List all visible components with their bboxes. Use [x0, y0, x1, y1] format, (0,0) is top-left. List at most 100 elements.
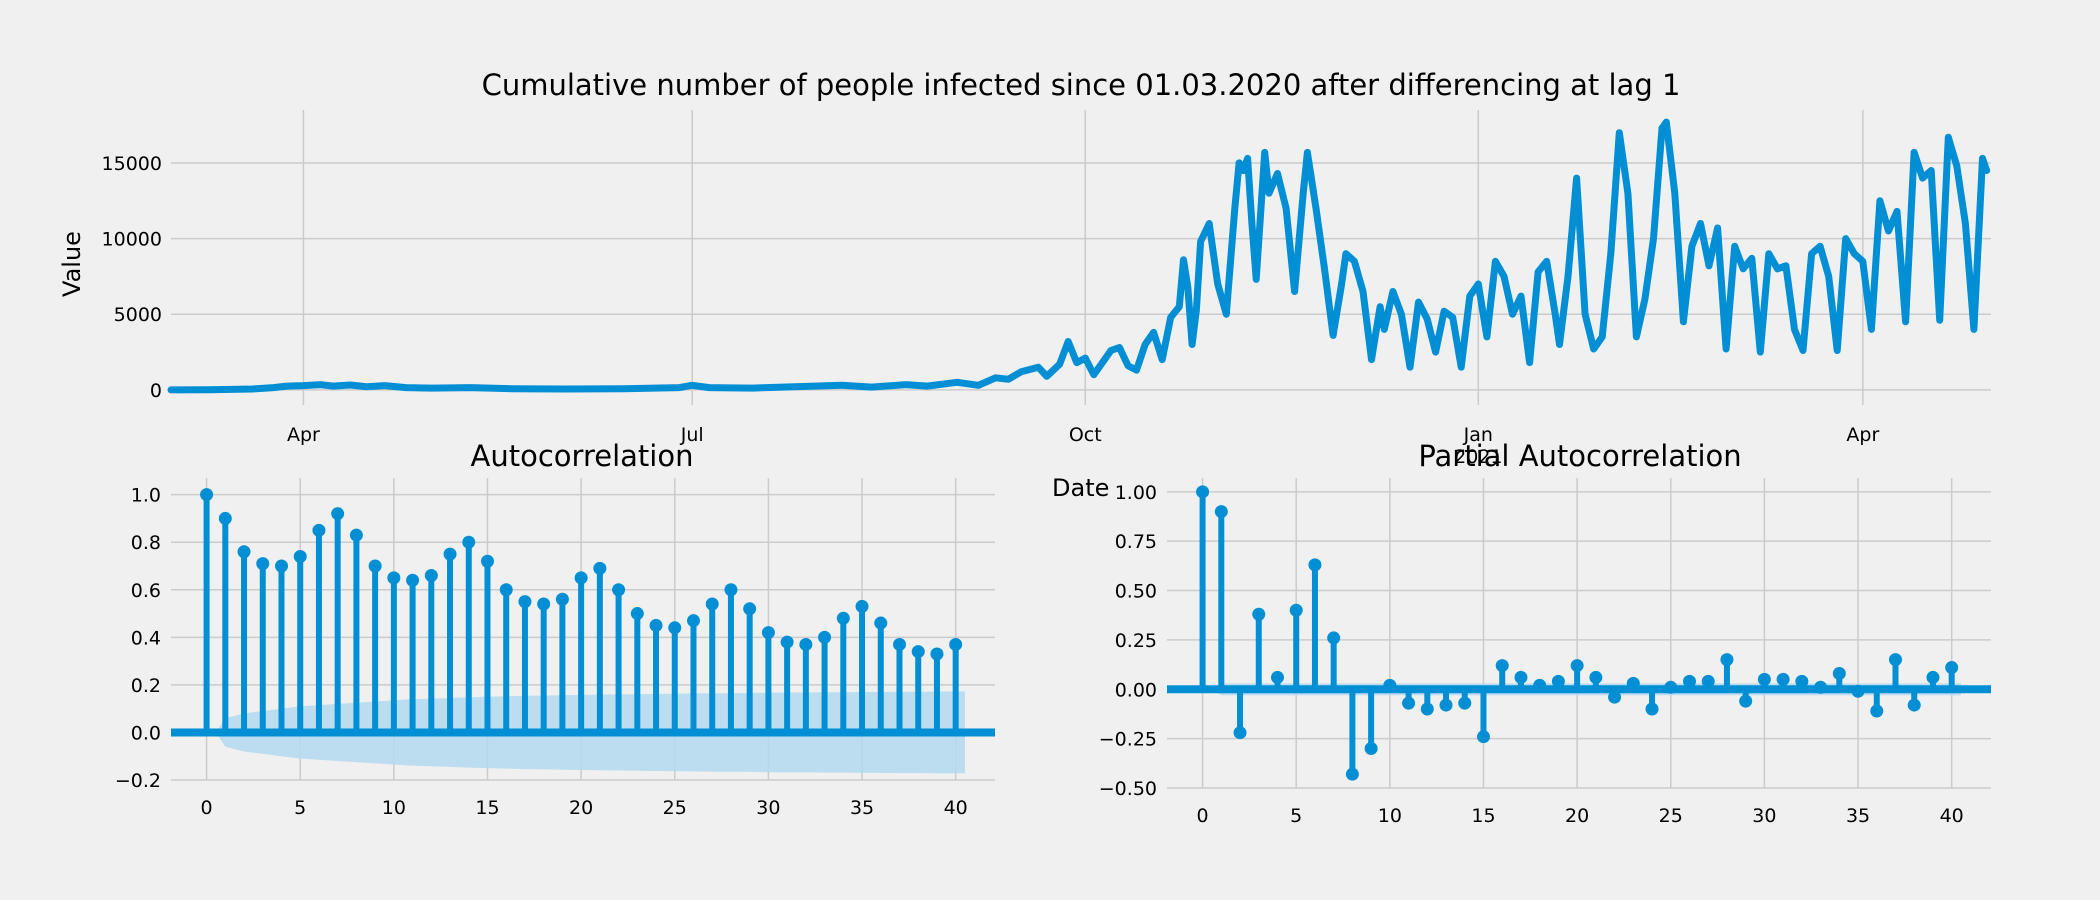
pacf-marker	[1570, 659, 1584, 673]
timeseries-title: Cumulative number of people infected sin…	[482, 68, 1681, 102]
pacf-marker	[1795, 674, 1809, 688]
acf-marker	[237, 545, 251, 559]
acf-marker	[761, 626, 775, 640]
pacf-marker	[1814, 680, 1828, 694]
acf-y-tick-label: 0.0	[131, 722, 161, 744]
pacf-marker	[1551, 674, 1565, 688]
pacf-y-tick-label: −0.25	[1099, 729, 1157, 751]
pacf-marker	[1345, 767, 1359, 781]
timeseries-x-axis-label: Date	[1052, 474, 1109, 502]
acf-marker	[612, 583, 626, 597]
acf-y-tick-label: 0.6	[131, 580, 161, 602]
pacf-marker	[1327, 631, 1341, 645]
acf-marker	[574, 571, 588, 585]
acf-marker	[555, 592, 569, 606]
acf-marker	[200, 488, 214, 502]
acf-marker	[649, 618, 663, 632]
pacf-x-tick-label: 15	[1471, 805, 1495, 827]
acf-marker	[799, 637, 813, 651]
pacf-x-tick-label: 25	[1659, 805, 1683, 827]
timeseries-y-tick-label: 15000	[102, 153, 162, 175]
pacf-x-tick-label: 40	[1940, 805, 1964, 827]
acf-x-tick-label: 25	[663, 797, 687, 819]
acf-marker	[724, 583, 738, 597]
pacf-x-tick-label: 30	[1752, 805, 1776, 827]
pacf-marker	[1439, 698, 1453, 712]
acf-marker	[780, 635, 794, 649]
acf-title: Autocorrelation	[471, 439, 694, 473]
acf-y-tick-label: 1.0	[131, 485, 161, 507]
acf-ticks: 0 5 10 15 20 25 30 35 40 −0.2 0.0 0.2 0.4 0.6 0.8 1.0	[115, 485, 968, 819]
pacf-y-tick-label: 0.50	[1115, 581, 1157, 603]
acf-marker	[387, 571, 401, 585]
acf-marker	[743, 602, 757, 616]
pacf-marker	[1533, 678, 1547, 692]
acf-x-tick-label: 10	[382, 797, 406, 819]
acf-marker	[949, 637, 963, 651]
acf-x-tick-label: 35	[850, 797, 874, 819]
pacf-marker	[1233, 726, 1247, 740]
pacf-marker	[1945, 661, 1959, 675]
acf-marker	[293, 549, 307, 563]
pacf-x-tick-label: 35	[1846, 805, 1870, 827]
acf-marker	[406, 573, 420, 587]
pacf-marker	[1214, 505, 1228, 519]
pacf-chart: 0 5 10 15 20 25 30 35 40 −0.50 −0.25 0.00 0.25 0.50 0.…	[1099, 439, 1991, 827]
timeseries-y-tick-label: 10000	[102, 229, 162, 251]
acf-marker	[499, 583, 513, 597]
acf-x-tick-label: 15	[475, 797, 499, 819]
timeseries-marks	[167, 118, 1991, 394]
acf-marks	[171, 488, 995, 737]
pacf-marker	[1270, 670, 1284, 684]
timeseries-x-tick-label: Apr	[1846, 424, 1879, 446]
acf-x-tick-label: 30	[756, 797, 780, 819]
acf-marker	[443, 547, 457, 561]
acf-y-tick-label: −0.2	[115, 770, 161, 792]
pacf-x-tick-label: 10	[1378, 805, 1402, 827]
pacf-marker	[1888, 653, 1902, 667]
pacf-marker	[1626, 676, 1640, 690]
pacf-marker	[1907, 698, 1921, 712]
acf-marker	[686, 614, 700, 628]
acf-x-tick-label: 20	[569, 797, 593, 819]
acf-marker	[855, 599, 869, 613]
pacf-marker	[1252, 607, 1266, 621]
pacf-y-tick-label: 0.00	[1115, 679, 1157, 701]
pacf-marker	[1589, 670, 1603, 684]
pacf-marker	[1664, 680, 1678, 694]
acf-marker	[349, 528, 363, 542]
acf-marker	[818, 630, 832, 644]
pacf-x-tick-label: 20	[1565, 805, 1589, 827]
acf-marker	[368, 559, 382, 573]
pacf-x-tick-label: 5	[1290, 805, 1302, 827]
acf-marker	[892, 637, 906, 651]
pacf-marks	[1167, 485, 1991, 781]
pacf-marker	[1458, 696, 1472, 710]
acf-marker	[274, 559, 288, 573]
acf-marker	[518, 595, 532, 609]
acf-x-tick-label: 5	[294, 797, 306, 819]
pacf-marker	[1757, 672, 1771, 686]
timeseries-x-tick-label: Oct	[1069, 424, 1102, 446]
acf-marker	[593, 561, 607, 575]
pacf-y-tick-label: 0.25	[1115, 630, 1157, 652]
acf-x-tick-label: 40	[944, 797, 968, 819]
acf-y-tick-label: 0.4	[131, 627, 161, 649]
pacf-y-tick-label: 1.00	[1115, 482, 1157, 504]
pacf-marker	[1870, 704, 1884, 718]
pacf-grid	[1167, 478, 1991, 789]
acf-marker	[480, 554, 494, 568]
pacf-marker	[1776, 672, 1790, 686]
acf-marker	[874, 616, 888, 630]
pacf-marker	[1645, 702, 1659, 716]
pacf-marker	[1926, 670, 1940, 684]
pacf-marker	[1289, 603, 1303, 617]
acf-marker	[668, 621, 682, 635]
acf-marker	[256, 557, 270, 571]
pacf-x-tick-label: 0	[1197, 805, 1209, 827]
pacf-marker	[1514, 670, 1528, 684]
pacf-marker	[1402, 696, 1416, 710]
